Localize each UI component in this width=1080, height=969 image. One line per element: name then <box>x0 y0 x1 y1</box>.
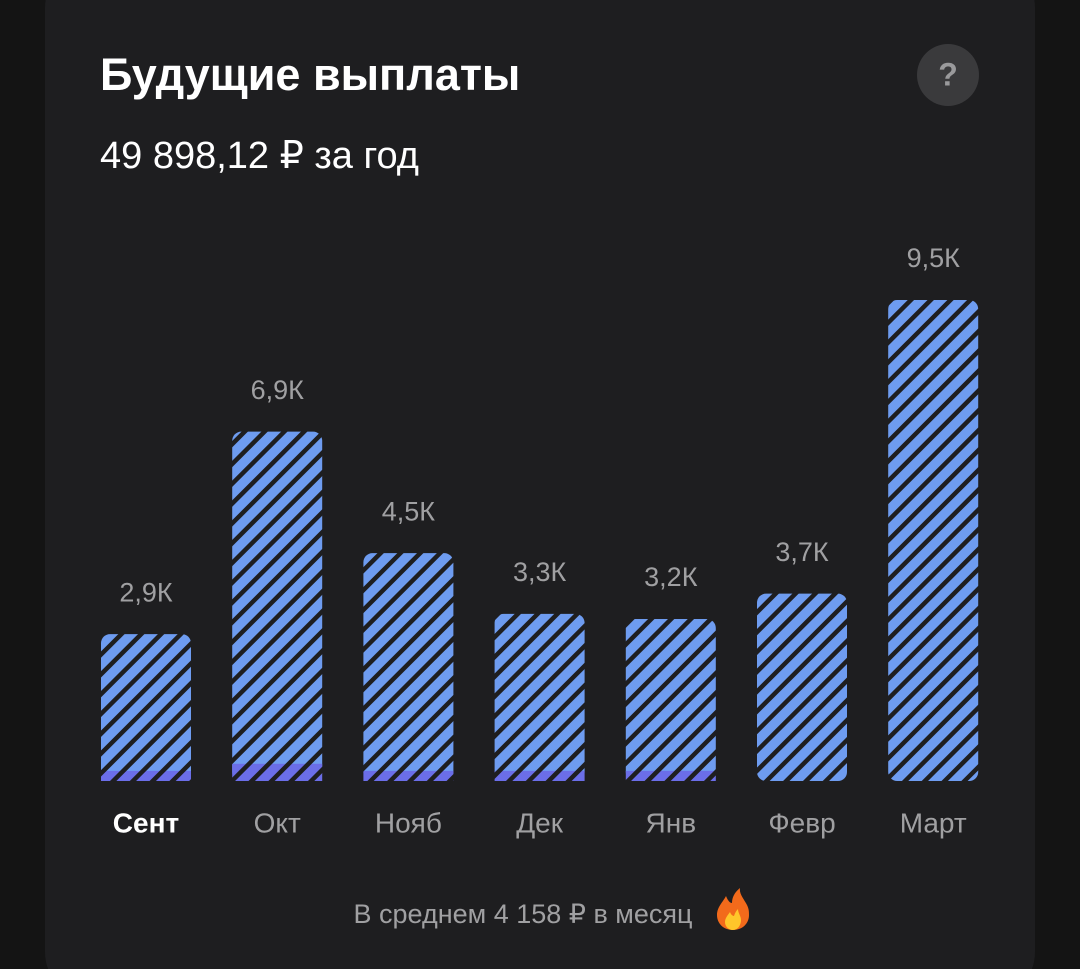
value-label: 9,5К <box>907 243 961 273</box>
x-tick-label: Нояб <box>375 807 442 838</box>
value-label: 6,9К <box>251 375 305 405</box>
value-label: 2,9К <box>119 577 173 607</box>
bar-highlight <box>232 763 323 781</box>
bar <box>363 553 454 781</box>
value-label: 3,3К <box>513 557 567 587</box>
bar-highlight <box>101 770 191 781</box>
help-button[interactable]: ? <box>917 44 979 106</box>
value-label: 3,7К <box>775 537 829 567</box>
fire-icon <box>717 888 749 930</box>
bar <box>101 634 191 781</box>
x-tick-label: Февр <box>768 807 835 838</box>
bar-highlight <box>625 770 716 781</box>
x-tick-label: Сент <box>113 807 179 838</box>
bar <box>888 300 979 781</box>
fire-icon-core <box>725 909 741 930</box>
x-tick-label: Март <box>900 807 967 838</box>
bar <box>232 431 323 781</box>
bar-highlight <box>494 770 585 781</box>
x-tick-label: Окт <box>254 807 301 838</box>
chart-title: Будущие выплаты <box>100 49 520 100</box>
bar <box>625 618 716 781</box>
help-icon[interactable]: ? <box>938 56 958 92</box>
footer-text: В среднем 4 158 ₽ в месяц <box>354 899 693 929</box>
value-label: 4,5К <box>382 496 436 526</box>
help-circle[interactable] <box>917 44 979 106</box>
bar-highlight <box>363 770 454 781</box>
x-tick-label: Дек <box>516 807 564 838</box>
value-label: 3,2К <box>644 562 698 592</box>
bar <box>494 613 585 781</box>
chart-subtitle: 49 898,12 ₽ за год <box>100 135 419 177</box>
x-tick-label: Янв <box>646 807 697 838</box>
bar <box>757 593 847 781</box>
